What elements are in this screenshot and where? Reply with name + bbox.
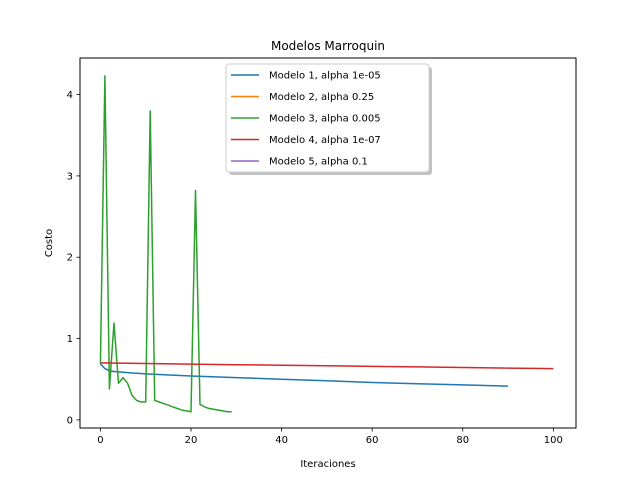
x-tick-label: 60 [366, 435, 379, 446]
legend-box [225, 63, 430, 173]
x-tick-label: 20 [185, 435, 198, 446]
chart-title: Modelos Marroquin [271, 39, 385, 53]
y-tick-label: 0 [67, 415, 73, 426]
y-tick-label: 1 [67, 334, 73, 345]
legend: Modelo 1, alpha 1e-05 Modelo 2, alpha 0.2… [225, 63, 432, 175]
legend-label-5: Modelo 5, alpha 0.1 [269, 157, 368, 168]
x-tick-label: 100 [544, 435, 563, 446]
legend-label-3: Modelo 3, alpha 0.005 [269, 114, 381, 125]
y-axis-label: Costo [44, 229, 55, 257]
axes-frame [79, 57, 577, 429]
x-tick-label: 80 [456, 435, 469, 446]
y-tick-label: 2 [67, 253, 73, 264]
legend-label-1: Modelo 1, alpha 1e-05 [269, 71, 381, 82]
x-axis: 0 20 40 60 80 100 [97, 428, 563, 446]
x-tick-label: 0 [97, 435, 103, 446]
y-tick-label: 3 [67, 171, 73, 182]
legend-label-4: Modelo 4, alpha 1e-07 [269, 135, 381, 146]
y-axis: 0 1 2 3 4 [67, 90, 80, 426]
plot-area [99, 75, 554, 413]
y-tick-label: 4 [67, 90, 73, 101]
series-line-4 [100, 362, 554, 370]
series-line-3 [99, 75, 232, 413]
legend-label-2: Modelo 2, alpha 0.25 [269, 92, 374, 103]
x-tick-label: 40 [275, 435, 288, 446]
x-axis-label: Iteraciones [300, 459, 355, 470]
